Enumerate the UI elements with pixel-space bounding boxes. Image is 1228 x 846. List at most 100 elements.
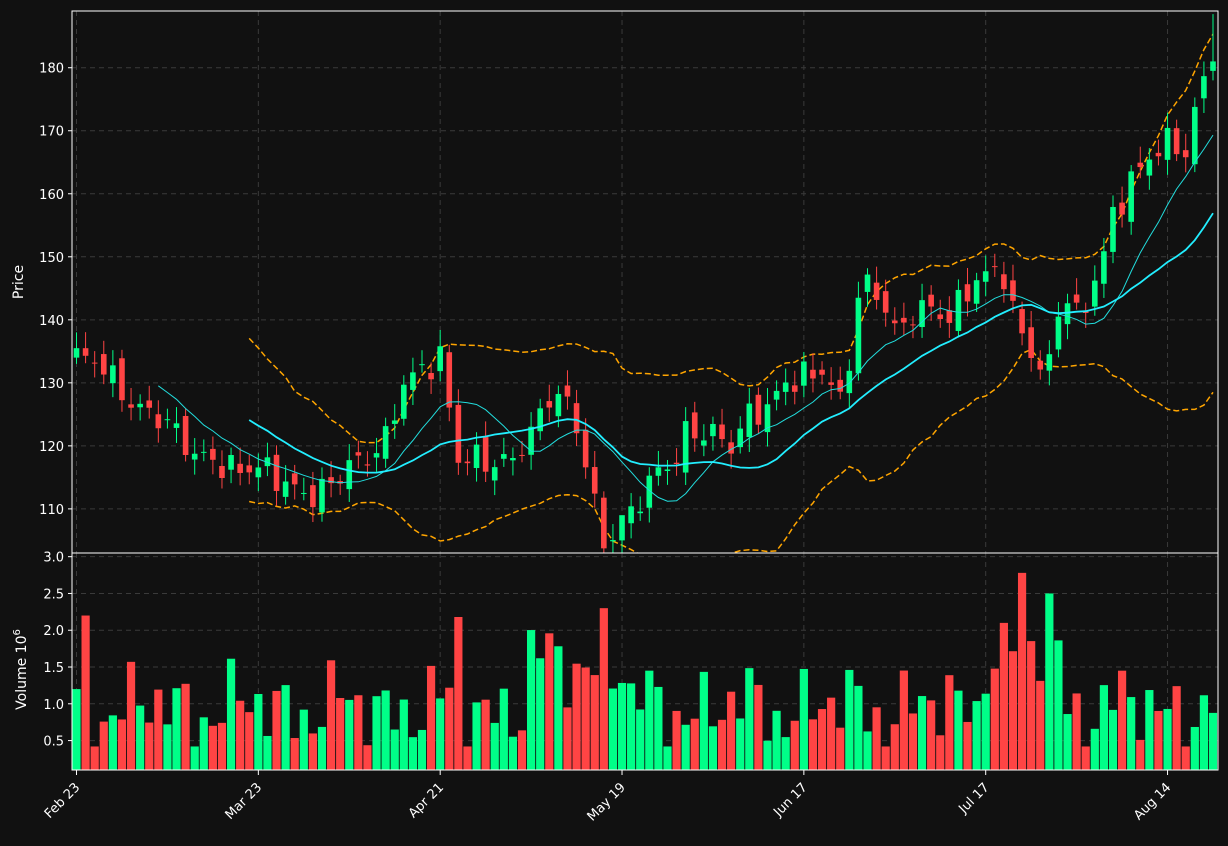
candle	[346, 444, 353, 502]
candle-body	[301, 492, 307, 494]
candle	[991, 253, 998, 277]
candle	[1073, 278, 1080, 310]
candle-body	[828, 382, 834, 385]
candle	[410, 357, 416, 406]
candle-body	[1182, 150, 1189, 158]
volume-bar	[417, 729, 427, 770]
volume-bar	[745, 668, 754, 770]
candle	[237, 447, 243, 486]
volume-bar	[345, 699, 354, 770]
volume-bar	[517, 730, 527, 770]
volume-bar	[1063, 714, 1072, 770]
candle	[837, 366, 844, 400]
candle	[1128, 165, 1134, 235]
candle-body	[746, 403, 753, 437]
candle	[437, 330, 443, 382]
volume-bar	[827, 697, 836, 770]
candle	[473, 432, 480, 482]
candle-body	[546, 401, 553, 408]
x-tick-label: Aug 14	[1131, 780, 1174, 823]
candle-body	[146, 400, 153, 408]
volume-bar	[572, 663, 581, 770]
volume-bar	[754, 684, 763, 770]
candle	[146, 385, 153, 419]
candle-body	[1164, 127, 1171, 160]
volume-bar	[663, 746, 672, 770]
volume-bar	[881, 746, 890, 770]
candle	[828, 367, 834, 400]
candle-body	[100, 354, 107, 375]
volume-bar	[781, 737, 790, 770]
x-tick-label: Mar 23	[223, 780, 266, 823]
candle-body	[810, 369, 816, 379]
candle-body	[364, 464, 371, 466]
volume-bar	[399, 699, 408, 770]
candle-body	[1146, 159, 1153, 176]
volume-bar	[90, 746, 99, 770]
volume-y-tick-label: 3.0	[43, 551, 64, 566]
candle	[519, 440, 525, 463]
candle-body	[1010, 280, 1016, 301]
candle	[764, 388, 771, 447]
volume-bar	[836, 727, 845, 770]
candle-body	[782, 382, 789, 392]
candle-body	[1201, 76, 1207, 99]
candle-body	[273, 454, 280, 491]
candle-body	[591, 467, 598, 494]
volume-y-tick-label: 2.0	[43, 624, 64, 639]
candle	[282, 465, 289, 505]
volume-bar	[199, 717, 208, 770]
volume-bar	[936, 735, 945, 770]
volume-bar	[408, 737, 418, 770]
volume-bar	[954, 690, 963, 770]
candle-body	[155, 414, 162, 429]
candle-body	[573, 403, 580, 434]
candle	[1201, 61, 1207, 114]
candle	[191, 438, 198, 475]
candle-body	[419, 364, 425, 366]
candle	[255, 453, 262, 492]
candle	[701, 424, 707, 457]
candle-body	[1073, 294, 1080, 303]
candle-body	[191, 453, 198, 460]
candle	[428, 362, 434, 394]
candle-body	[1192, 106, 1198, 165]
candle-body	[555, 393, 562, 417]
candle-body	[819, 369, 825, 375]
candle	[337, 474, 343, 495]
candle-body	[982, 271, 989, 282]
candle	[528, 412, 534, 470]
candle	[264, 442, 271, 477]
volume-bar	[808, 719, 818, 770]
volume-bar	[963, 721, 972, 770]
volume-bar	[1017, 572, 1027, 770]
volume-bar	[299, 709, 308, 770]
candle-body	[1064, 303, 1071, 325]
candle	[801, 351, 807, 398]
candle-body	[664, 469, 671, 471]
volume-bar	[1090, 728, 1099, 770]
candle-body	[137, 403, 143, 408]
price-axis-label: Price	[11, 265, 27, 299]
volume-bar	[845, 669, 854, 770]
candle-body	[128, 404, 134, 408]
candle-body	[82, 348, 89, 356]
candle	[355, 440, 362, 469]
candle	[1119, 186, 1125, 228]
volume-bar	[990, 668, 999, 770]
candle-body	[310, 485, 316, 508]
x-tick-label: Apr 21	[406, 780, 447, 821]
volume-bar	[390, 729, 399, 770]
volume-bar	[336, 697, 345, 770]
candle	[791, 370, 798, 405]
x-tick-label: Feb 23	[42, 780, 84, 822]
candle-body	[764, 404, 771, 433]
candle-body	[773, 390, 780, 400]
volume-bar	[172, 688, 181, 770]
volume-bar	[1027, 641, 1036, 770]
candle-body	[1119, 202, 1125, 215]
candle	[246, 454, 253, 485]
volume-bar	[236, 700, 245, 770]
candle-body	[673, 462, 680, 465]
